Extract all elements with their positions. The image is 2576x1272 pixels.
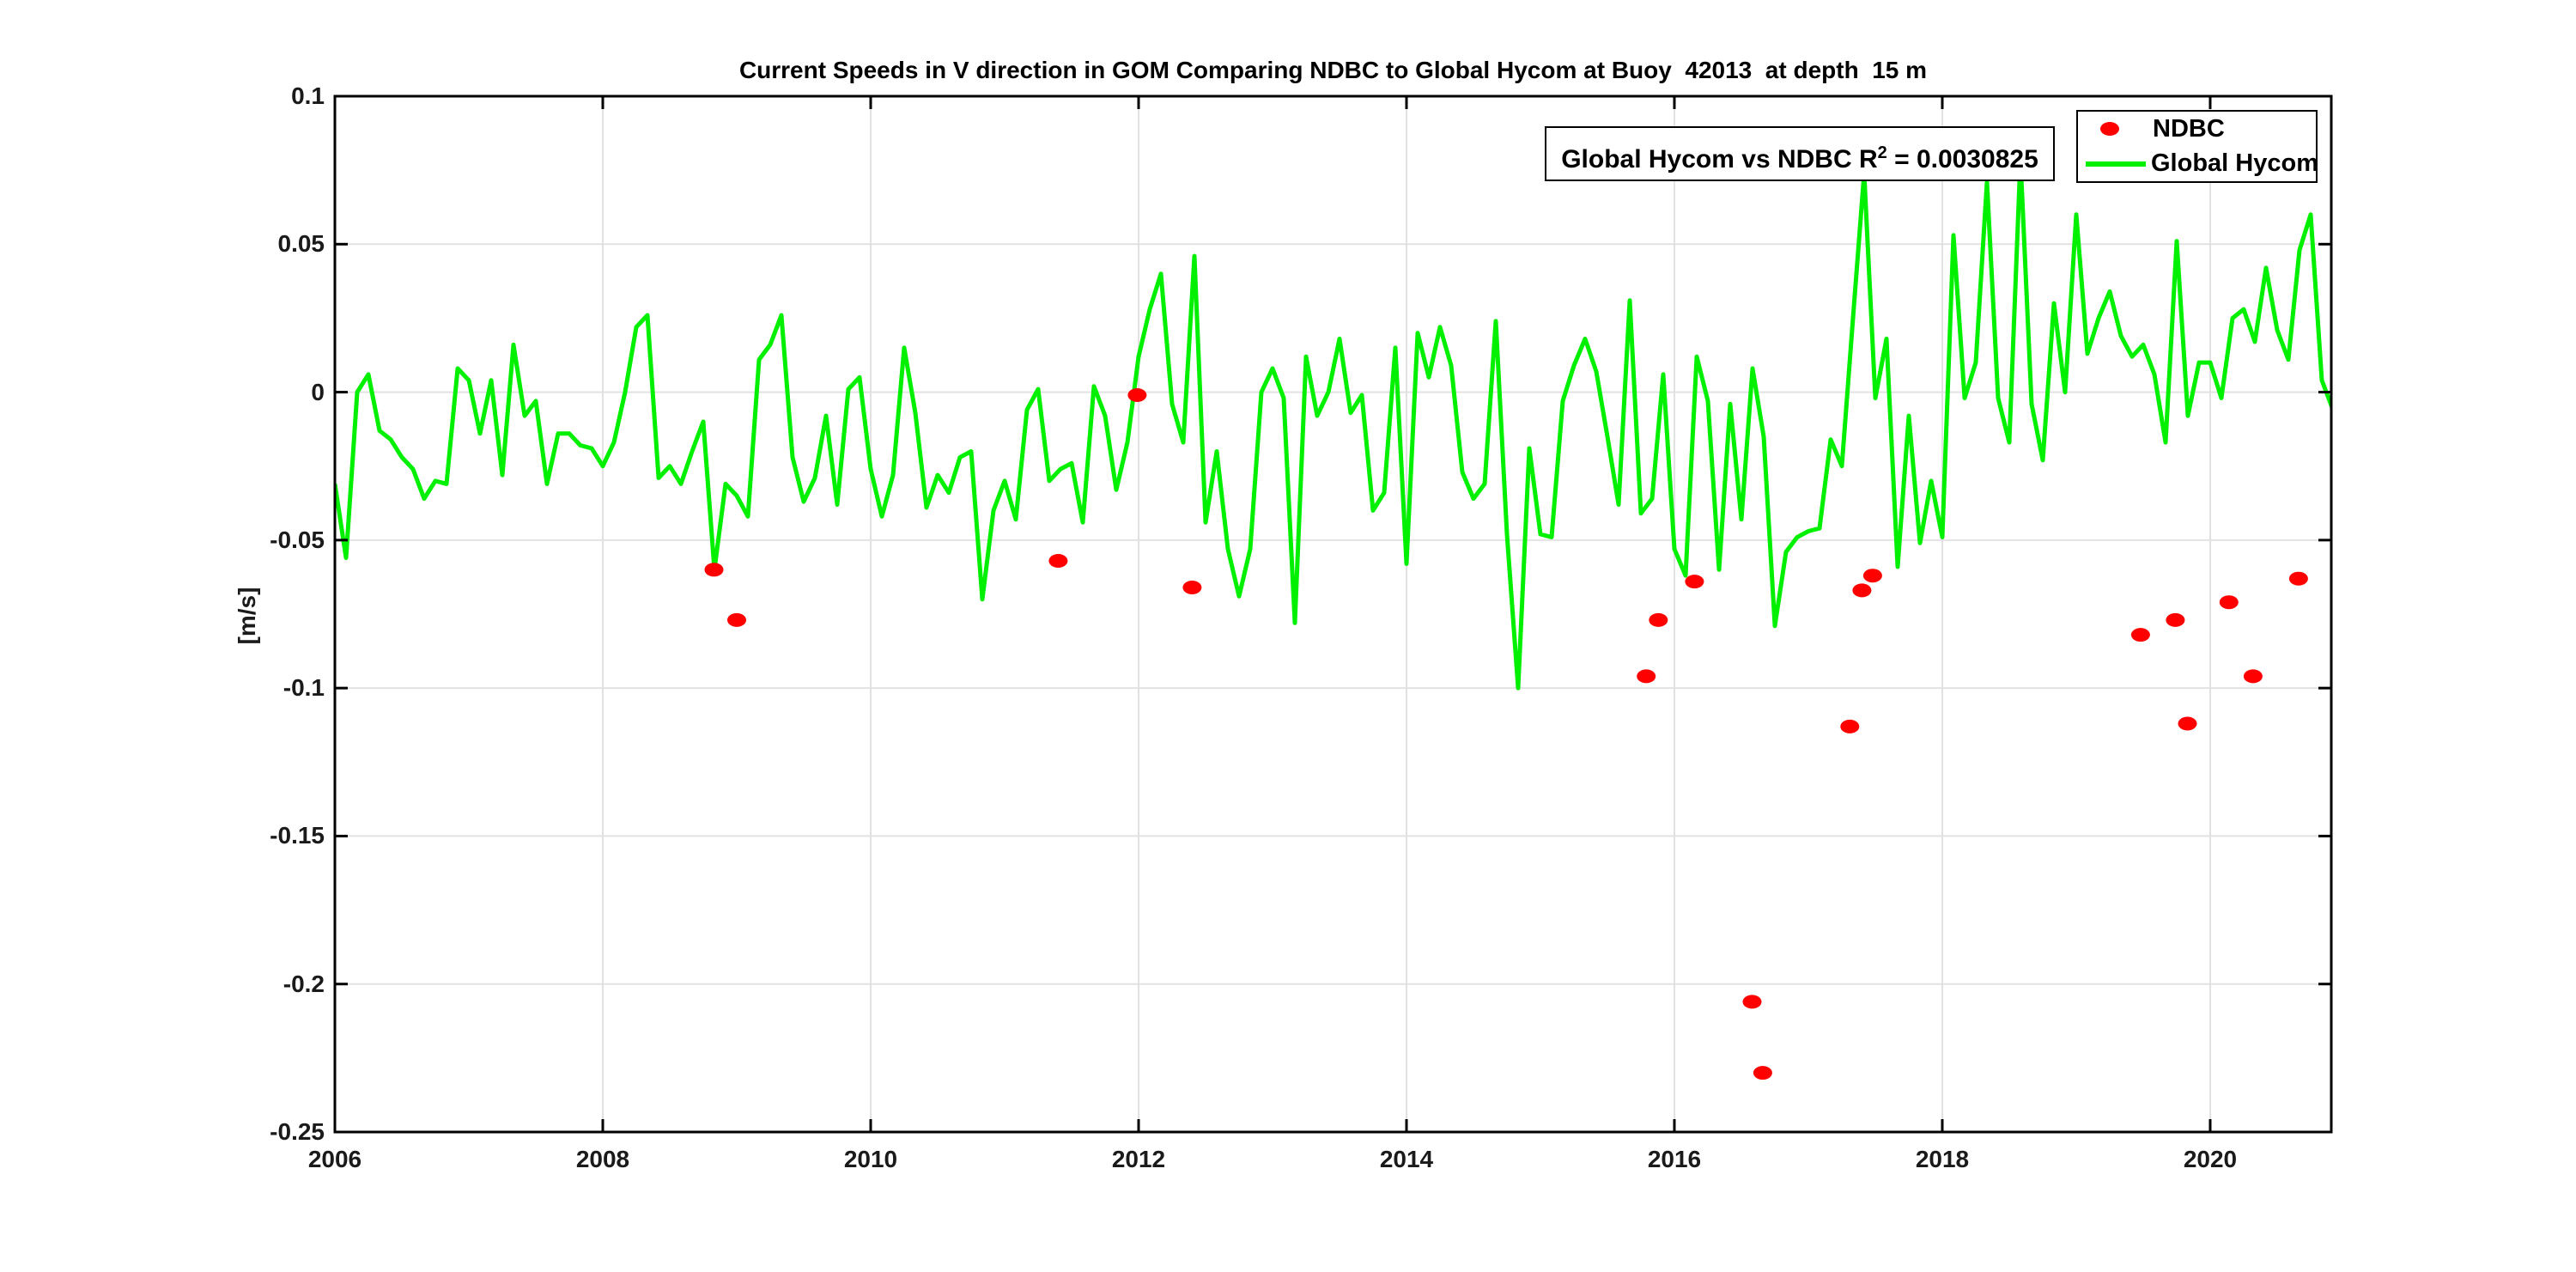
legend-item-ndbc: NDBC bbox=[2078, 112, 2316, 146]
ndbc-point bbox=[1685, 575, 1704, 589]
y-tick-label: -0.25 bbox=[270, 1118, 325, 1145]
annotation-text-prefix: Global Hycom vs NDBC R bbox=[1561, 145, 1878, 173]
legend-label-ndbc: NDBC bbox=[2153, 114, 2225, 143]
y-tick-label: 0 bbox=[311, 378, 325, 405]
ndbc-point bbox=[1862, 569, 1882, 583]
ndbc-dot-marker-icon bbox=[2100, 122, 2119, 137]
ndbc-point bbox=[704, 563, 724, 577]
ndbc-point bbox=[2243, 669, 2263, 684]
x-tick-label: 2008 bbox=[575, 1146, 630, 1172]
ndbc-point bbox=[1637, 669, 1656, 684]
axes-border bbox=[333, 94, 2333, 1134]
y-tick-label: 0.1 bbox=[291, 82, 325, 109]
x-tick-label: 2006 bbox=[307, 1146, 362, 1172]
x-tick-label: 2020 bbox=[2183, 1146, 2238, 1172]
ndbc-point bbox=[1182, 581, 1202, 594]
ndbc-point bbox=[1742, 995, 1762, 1009]
y-tick-label: 0.05 bbox=[277, 230, 325, 258]
ndbc-point bbox=[2130, 628, 2150, 642]
ndbc-point bbox=[2166, 612, 2185, 627]
legend-item-hycom: Global Hycom bbox=[2078, 147, 2318, 181]
hycom-line-marker-icon bbox=[2086, 161, 2146, 167]
x-tick-label: 2014 bbox=[1379, 1146, 1434, 1172]
hycom-line bbox=[335, 155, 2331, 691]
ndbc-point bbox=[2219, 595, 2239, 610]
chart-title: Current Speeds in V direction in GOM Com… bbox=[738, 57, 1928, 83]
annotation-text-suffix: = 0.0030825 bbox=[1886, 145, 2038, 173]
y-tick-label: -0.05 bbox=[270, 526, 325, 553]
annotation-superscript: 2 bbox=[1877, 143, 1887, 162]
legend-label-hycom: Global Hycom bbox=[2151, 149, 2318, 178]
ndbc-point bbox=[727, 612, 746, 627]
ndbc-point bbox=[1127, 388, 1147, 402]
r-squared-annotation: Global Hycom vs NDBC R2 = 0.0030825 bbox=[1545, 126, 2055, 181]
ndbc-point bbox=[1649, 612, 1668, 627]
x-tick-label: 2018 bbox=[1915, 1146, 1970, 1172]
ndbc-point bbox=[1840, 719, 1860, 733]
x-tick-label: 2012 bbox=[1111, 1146, 1166, 1172]
x-tick-label: 2010 bbox=[843, 1146, 898, 1172]
legend: NDBC Global Hycom bbox=[2076, 110, 2318, 183]
ndbc-point bbox=[2178, 716, 2197, 731]
y-tick-label: -0.1 bbox=[283, 674, 325, 702]
x-tick-label: 2016 bbox=[1647, 1146, 1702, 1172]
ndbc-point bbox=[2288, 571, 2308, 586]
ndbc-point bbox=[1852, 583, 1872, 598]
y-tick-label: -0.15 bbox=[270, 822, 325, 849]
y-tick-label: -0.2 bbox=[283, 970, 325, 997]
ndbc-point bbox=[1048, 554, 1068, 568]
ndbc-point bbox=[1753, 1066, 1772, 1080]
